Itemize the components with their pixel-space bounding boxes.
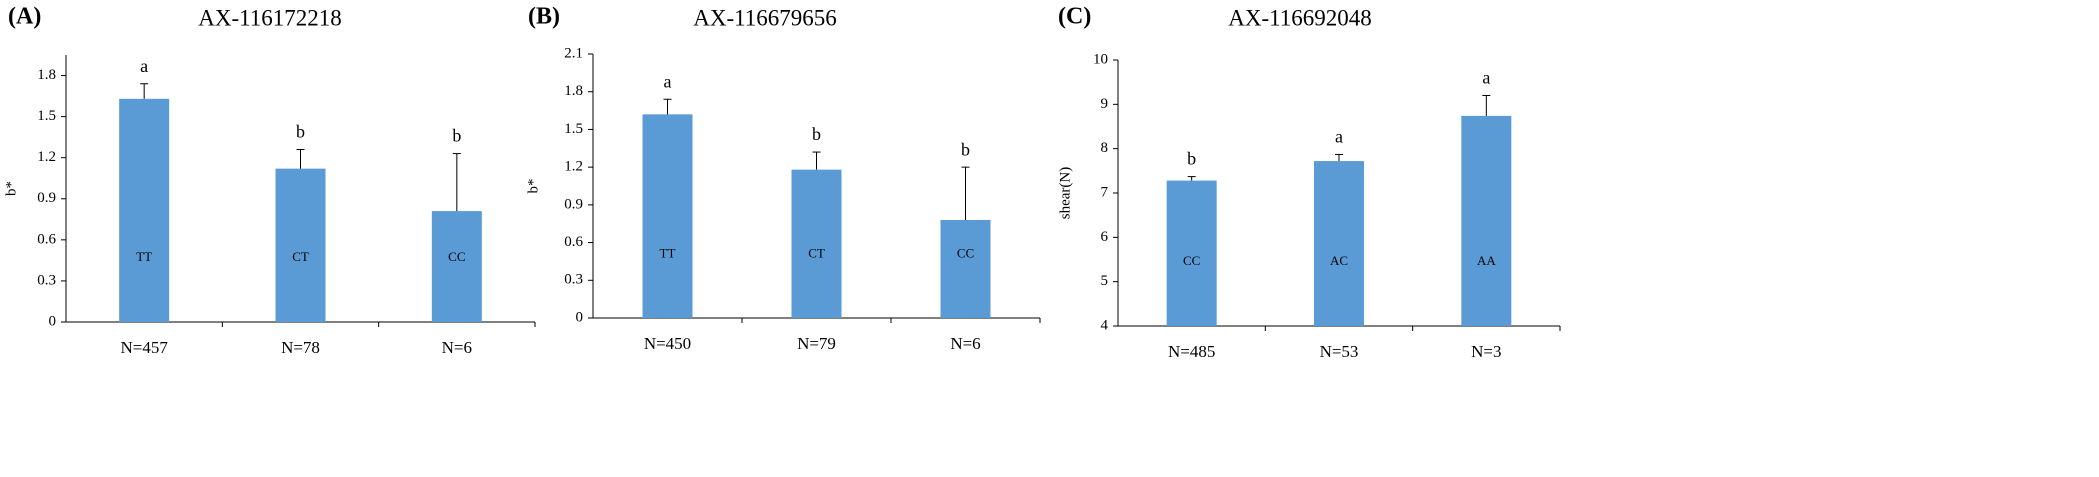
bar — [1166, 180, 1217, 326]
bar — [791, 169, 842, 318]
x-tick-label: N=485 — [1168, 342, 1215, 361]
y-tick-label: 9 — [1101, 96, 1109, 112]
genotype-label: AC — [1330, 253, 1348, 268]
significance-letter: b — [296, 122, 305, 142]
y-axis-label: b* — [525, 179, 541, 194]
panel-label: (B) — [528, 4, 560, 30]
genotype-label: CT — [292, 249, 309, 264]
significance-letter: b — [1187, 149, 1196, 169]
x-tick-label: N=6 — [442, 338, 472, 357]
x-tick-label: N=79 — [797, 334, 836, 353]
bar — [940, 219, 991, 318]
x-tick-label: N=6 — [950, 334, 980, 353]
y-tick-label: 1.2 — [564, 159, 583, 175]
y-tick-label: 10 — [1093, 51, 1108, 67]
x-tick-label: N=457 — [120, 338, 168, 357]
y-tick-label: 1.5 — [564, 121, 583, 137]
y-tick-label: 5 — [1101, 273, 1109, 289]
y-axis-label: shear(N) — [1057, 167, 1073, 219]
y-tick-label: 0 — [576, 309, 584, 325]
y-tick-label: 0.9 — [564, 196, 583, 212]
y-tick-label: 6 — [1101, 229, 1109, 245]
genotype-label: CC — [448, 249, 465, 264]
y-tick-label: 0.3 — [37, 272, 56, 288]
y-tick-label: 8 — [1101, 140, 1109, 156]
chart-title: AX-116692048 — [1228, 5, 1372, 30]
bar — [119, 98, 170, 322]
significance-letter: a — [140, 56, 148, 76]
significance-letter: b — [452, 126, 461, 146]
y-tick-label: 1.8 — [564, 83, 583, 99]
y-axis-label: b* — [3, 181, 19, 196]
significance-letter: a — [664, 71, 672, 91]
y-tick-label: 0.6 — [37, 231, 56, 247]
panel-label: (C) — [1058, 4, 1091, 30]
y-tick-label: 4 — [1101, 317, 1109, 333]
x-tick-label: N=450 — [644, 334, 691, 353]
y-tick-label: 0 — [49, 313, 57, 329]
y-tick-label: 1.8 — [37, 67, 56, 83]
bar — [431, 211, 482, 322]
genotype-label: AA — [1477, 253, 1496, 268]
bar — [1461, 115, 1512, 326]
x-tick-label: N=3 — [1471, 342, 1501, 361]
significance-letter: a — [1482, 68, 1490, 88]
y-tick-label: 0.3 — [564, 272, 583, 288]
significance-letter: a — [1335, 127, 1343, 147]
panel-label: (A) — [8, 4, 41, 30]
y-tick-label: 1.5 — [37, 108, 56, 124]
genotype-label: TT — [660, 246, 676, 261]
significance-letter: b — [961, 139, 970, 159]
y-tick-label: 0.6 — [564, 234, 583, 250]
significance-letter: b — [812, 124, 821, 144]
y-tick-label: 1.2 — [37, 149, 56, 165]
chart-title: AX-116172218 — [198, 5, 342, 30]
y-tick-label: 0.9 — [37, 190, 56, 206]
bar — [1314, 161, 1364, 326]
genotype-label: CC — [1183, 253, 1200, 268]
y-tick-label: 2.1 — [564, 45, 583, 61]
x-tick-label: N=78 — [281, 338, 320, 357]
genotype-label: CC — [957, 246, 974, 261]
genotype-label: TT — [136, 249, 152, 264]
genotype-label: CT — [808, 246, 825, 261]
y-tick-label: 7 — [1101, 184, 1109, 200]
x-tick-label: N=53 — [1320, 342, 1359, 361]
chart-title: AX-116679656 — [693, 5, 837, 30]
bar — [642, 114, 693, 318]
bar — [275, 168, 326, 322]
